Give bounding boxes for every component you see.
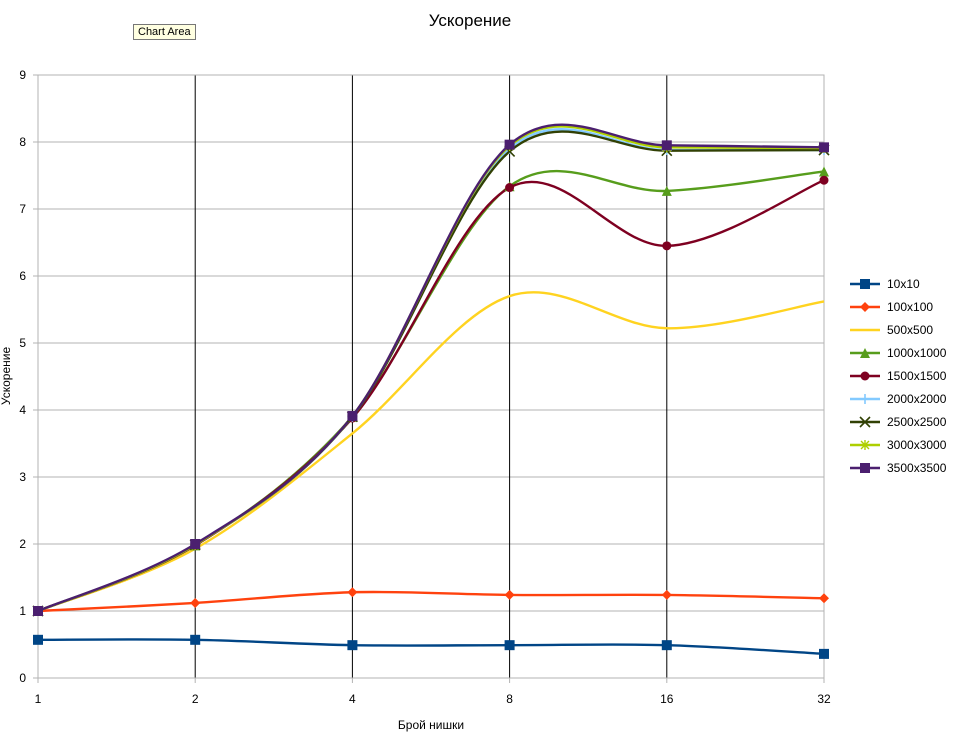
series-line-3000x3000: [37, 125, 825, 613]
data-point: [347, 587, 358, 598]
legend-swatch-marker: [859, 416, 871, 428]
series-line-100x100: [37, 590, 825, 613]
legend-label: 3500x3500: [887, 461, 947, 475]
x-axis-title: Брой нишки: [398, 718, 464, 732]
legend-label: 1000x1000: [887, 346, 947, 360]
x-tick-label: 8: [506, 692, 513, 706]
series-markers: [32, 139, 830, 659]
data-point: [661, 640, 672, 651]
grid: [38, 74, 824, 678]
legend-entry: 2500x2500: [850, 415, 947, 429]
y-tick-label: 4: [19, 403, 26, 417]
plot-frame: [37, 74, 825, 679]
data-point: [819, 593, 829, 604]
data-point: [347, 411, 358, 422]
y-tick-label: 8: [19, 135, 26, 149]
series-line-2500x2500: [37, 130, 825, 613]
x-tick-label: 1: [35, 692, 42, 706]
legend-entry: 1000x1000: [850, 346, 947, 360]
legend-swatch-marker: [860, 279, 870, 289]
y-axis-ticks: 0 1 2 3 4 5 6 7 8 9: [19, 68, 38, 685]
legend-swatch-marker: [860, 302, 870, 312]
y-tick-label: 9: [19, 68, 26, 82]
y-tick-label: 3: [19, 470, 26, 484]
data-point: [33, 634, 43, 645]
legend: 10x10 100x100 500x500 1000x1000 1500x1500 200…: [850, 277, 947, 475]
y-tick-label: 1: [19, 604, 26, 618]
data-point: [505, 183, 515, 193]
legend-entry: 3500x3500: [850, 461, 947, 475]
data-point: [661, 185, 672, 196]
legend-swatch-marker: [860, 348, 870, 358]
legend-entry: 3000x3000: [850, 438, 947, 452]
x-tick-label: 32: [817, 692, 831, 706]
legend-label: 10x10: [887, 277, 920, 291]
legend-swatch-marker: [860, 440, 870, 450]
legend-swatch-marker: [860, 371, 870, 381]
y-axis-title: Ускорение: [0, 347, 13, 406]
data-point: [819, 175, 829, 185]
data-point: [347, 640, 358, 651]
y-tick-label: 6: [19, 269, 26, 283]
legend-swatch-marker: [860, 394, 870, 404]
data-point: [190, 634, 201, 645]
y-tick-label: 5: [19, 336, 26, 350]
legend-entry: 100x100: [850, 300, 933, 314]
legend-entry: 2000x2000: [850, 392, 947, 406]
y-tick-label: 2: [19, 537, 26, 551]
data-point: [819, 648, 829, 659]
legend-entry: 1500x1500: [850, 369, 947, 383]
chart-area-tooltip: Chart Area: [133, 24, 196, 40]
data-point: [33, 606, 43, 616]
series-line-2000x2000: [37, 128, 825, 613]
legend-entry: 500x500: [850, 323, 933, 337]
legend-label: 3000x3000: [887, 438, 947, 452]
data-point: [504, 139, 515, 150]
y-tick-label: 7: [19, 202, 26, 216]
legend-swatch-marker: [860, 463, 870, 473]
series-line-1500x1500: [37, 179, 825, 613]
legend-label: 100x100: [887, 300, 933, 314]
data-point: [661, 140, 672, 151]
series-line-500x500: [37, 291, 825, 613]
data-point: [190, 597, 201, 608]
data-point: [504, 589, 515, 600]
legend-label: 2000x2000: [887, 392, 947, 406]
series-line-10x10: [37, 638, 825, 656]
data-point: [819, 166, 829, 177]
x-axis-ticks: 1 2 4 8 16 32: [35, 678, 831, 706]
data-point: [661, 589, 672, 600]
legend-label: 500x500: [887, 323, 933, 337]
plot-border: [37, 74, 825, 679]
legend-label: 2500x2500: [887, 415, 947, 429]
series-lines: [37, 123, 825, 656]
data-point: [504, 640, 515, 651]
chart-title: Ускорение: [429, 11, 512, 30]
x-tick-label: 2: [192, 692, 199, 706]
x-tick-label: 16: [660, 692, 674, 706]
data-point: [662, 241, 672, 251]
x-tick-label: 4: [349, 692, 356, 706]
data-point: [819, 142, 829, 153]
y-tick-label: 0: [19, 671, 26, 685]
series-line-3500x3500: [37, 123, 825, 613]
legend-label: 1500x1500: [887, 369, 947, 383]
legend-entry: 10x10: [850, 277, 920, 291]
data-point: [190, 539, 201, 549]
